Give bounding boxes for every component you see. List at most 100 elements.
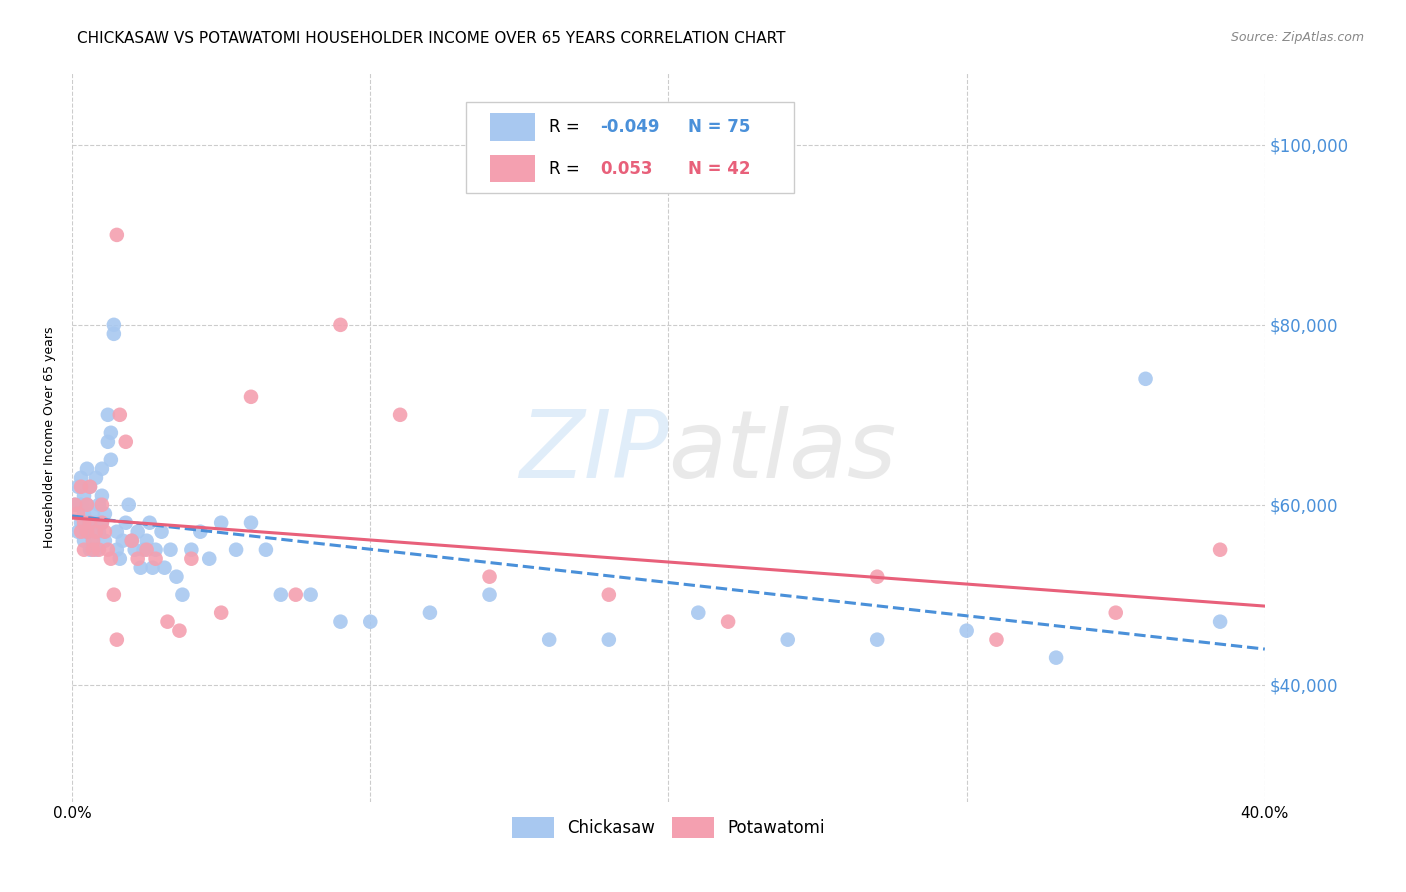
Point [135,533,157,548]
Point [79,542,101,557]
Point [97,434,120,449]
Point [84,524,107,539]
Point [76,524,98,539]
Point [84,471,107,485]
Point [209,516,232,530]
Point [156,615,179,629]
Point [145,542,167,557]
Point [284,588,307,602]
Point [129,560,152,574]
Point [103,318,125,332]
Point [1045,650,1067,665]
Point [598,588,620,602]
Point [73,533,96,548]
Y-axis label: Householder Income Over 65 years: Householder Income Over 65 years [44,326,56,548]
Point [127,524,149,539]
Point [87,498,110,512]
Point [70,498,93,512]
Point [299,588,322,602]
Point [73,489,96,503]
Point [90,489,112,503]
Point [956,624,979,638]
Point [389,408,412,422]
Point [359,615,381,629]
Point [82,533,104,548]
Point [103,326,125,341]
Point [121,533,143,548]
Point [73,507,96,521]
Point [180,551,202,566]
Point [180,542,202,557]
Point [90,462,112,476]
Point [329,615,352,629]
Point [114,516,136,530]
Point [132,542,155,557]
Point [240,516,263,530]
Point [70,480,93,494]
Point [188,524,211,539]
Point [82,542,104,557]
Point [90,516,112,530]
Point [329,318,352,332]
Point [100,551,122,566]
Point [100,425,122,440]
Point [63,498,86,512]
Text: N = 75: N = 75 [688,118,749,136]
Point [172,588,194,602]
Point [94,533,117,548]
Point [87,524,110,539]
Point [84,542,107,557]
FancyBboxPatch shape [489,113,534,141]
Text: ZIP: ZIP [519,407,668,498]
Point [478,570,501,584]
Point [76,498,98,512]
Point [166,570,188,584]
Point [82,533,104,548]
Point [135,542,157,557]
Point [103,588,125,602]
Point [70,471,93,485]
Point [76,498,98,512]
Point [142,560,165,574]
Point [108,551,131,566]
Point [150,524,173,539]
Point [82,507,104,521]
Point [67,507,90,521]
Point [108,408,131,422]
Point [866,632,889,647]
Point [90,516,112,530]
FancyBboxPatch shape [465,102,794,194]
Point [97,408,120,422]
Text: 0.053: 0.053 [600,160,652,178]
Point [79,516,101,530]
Point [100,452,122,467]
Point [105,524,128,539]
Text: -0.049: -0.049 [600,118,659,136]
Point [94,507,117,521]
Point [1209,615,1232,629]
Point [270,588,292,602]
Point [138,516,160,530]
Point [121,533,143,548]
Point [866,570,889,584]
FancyBboxPatch shape [489,155,534,183]
Point [124,542,146,557]
Point [240,390,263,404]
Point [159,542,181,557]
Point [76,462,98,476]
Legend: Chickasaw, Potawatomi: Chickasaw, Potawatomi [506,811,831,844]
Point [169,624,191,638]
Point [94,524,117,539]
Point [111,533,134,548]
Point [254,542,277,557]
Point [225,542,247,557]
Point [79,480,101,494]
Point [127,551,149,566]
Point [986,632,1008,647]
Point [84,516,107,530]
Point [776,632,799,647]
Point [419,606,441,620]
Point [105,632,128,647]
Point [97,542,120,557]
Text: N = 42: N = 42 [688,160,749,178]
